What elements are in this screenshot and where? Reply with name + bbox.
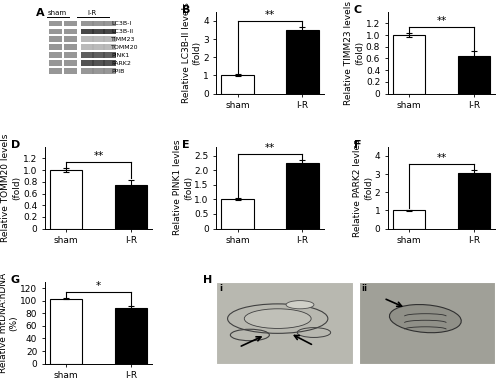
Bar <box>92 45 105 50</box>
Bar <box>392 35 425 93</box>
Bar <box>82 60 94 66</box>
Y-axis label: Relative PARK2 levles
(fold): Relative PARK2 levles (fold) <box>353 139 373 237</box>
Bar <box>92 29 105 34</box>
Bar <box>64 68 77 74</box>
Bar <box>358 282 495 364</box>
Bar <box>115 308 148 364</box>
Circle shape <box>286 301 314 309</box>
Bar <box>82 29 94 34</box>
Bar <box>92 60 105 66</box>
Bar <box>103 36 116 42</box>
Text: I-R: I-R <box>88 10 97 16</box>
Text: **: ** <box>436 16 446 26</box>
Bar <box>50 52 62 58</box>
Bar <box>103 52 116 58</box>
Bar <box>82 45 94 50</box>
Bar <box>458 173 490 229</box>
Bar <box>64 21 77 27</box>
Bar <box>50 170 82 229</box>
Ellipse shape <box>390 305 462 333</box>
Text: ii: ii <box>362 284 368 293</box>
Text: **: ** <box>265 10 275 20</box>
Bar <box>392 210 425 229</box>
Bar <box>82 68 94 74</box>
Bar <box>82 36 94 42</box>
Text: *: * <box>96 281 101 291</box>
Bar <box>103 45 116 50</box>
Bar <box>50 60 62 66</box>
Y-axis label: Relative LC3B-II levels
(fold): Relative LC3B-II levels (fold) <box>182 2 202 103</box>
Bar <box>286 30 318 93</box>
Y-axis label: Relative TOMM20 levels
(fold): Relative TOMM20 levels (fold) <box>2 133 21 242</box>
Text: G: G <box>10 275 20 285</box>
Text: **: ** <box>436 153 446 163</box>
Bar <box>458 56 490 93</box>
Bar <box>103 21 116 27</box>
Text: TOMM20: TOMM20 <box>112 45 139 50</box>
Bar <box>92 52 105 58</box>
Bar <box>92 68 105 74</box>
Bar <box>216 282 353 364</box>
Bar <box>115 185 148 229</box>
Bar <box>82 21 94 27</box>
Bar <box>222 75 254 93</box>
Bar <box>92 36 105 42</box>
Bar <box>64 60 77 66</box>
Bar <box>64 45 77 50</box>
Bar <box>103 68 116 74</box>
Bar <box>92 21 105 27</box>
Bar <box>64 52 77 58</box>
Bar <box>50 45 62 50</box>
Bar <box>103 60 116 66</box>
Bar <box>50 68 62 74</box>
Text: **: ** <box>265 143 275 153</box>
Y-axis label: Relative TIMM23 levels
(fold): Relative TIMM23 levels (fold) <box>344 1 364 105</box>
Text: LC3B-I: LC3B-I <box>112 21 132 26</box>
Bar <box>50 36 62 42</box>
Y-axis label: Relative PINK1 levles
(fold): Relative PINK1 levles (fold) <box>173 140 193 235</box>
Bar <box>64 29 77 34</box>
Y-axis label: Relative mtDNA:nDNA
(%): Relative mtDNA:nDNA (%) <box>0 273 18 373</box>
Text: E: E <box>182 140 190 150</box>
Text: LC3B-II: LC3B-II <box>112 29 134 34</box>
Text: sham: sham <box>47 10 66 16</box>
Text: PINK1: PINK1 <box>112 53 130 58</box>
Text: F: F <box>354 140 361 150</box>
Bar <box>103 29 116 34</box>
Text: C: C <box>354 5 362 15</box>
Text: PPIB: PPIB <box>112 69 125 74</box>
Text: **: ** <box>94 151 104 161</box>
Text: TIMM23: TIMM23 <box>112 37 136 42</box>
Text: A: A <box>36 8 45 18</box>
Bar <box>82 52 94 58</box>
Bar <box>286 163 318 229</box>
Bar <box>50 21 62 27</box>
Bar <box>222 199 254 229</box>
Text: H: H <box>202 275 212 285</box>
Text: PARK2: PARK2 <box>112 61 132 66</box>
Bar <box>50 29 62 34</box>
Bar <box>64 36 77 42</box>
Text: B: B <box>182 5 190 15</box>
Text: D: D <box>10 140 20 150</box>
Circle shape <box>244 309 311 328</box>
Bar <box>50 299 82 364</box>
Text: i: i <box>219 284 222 293</box>
